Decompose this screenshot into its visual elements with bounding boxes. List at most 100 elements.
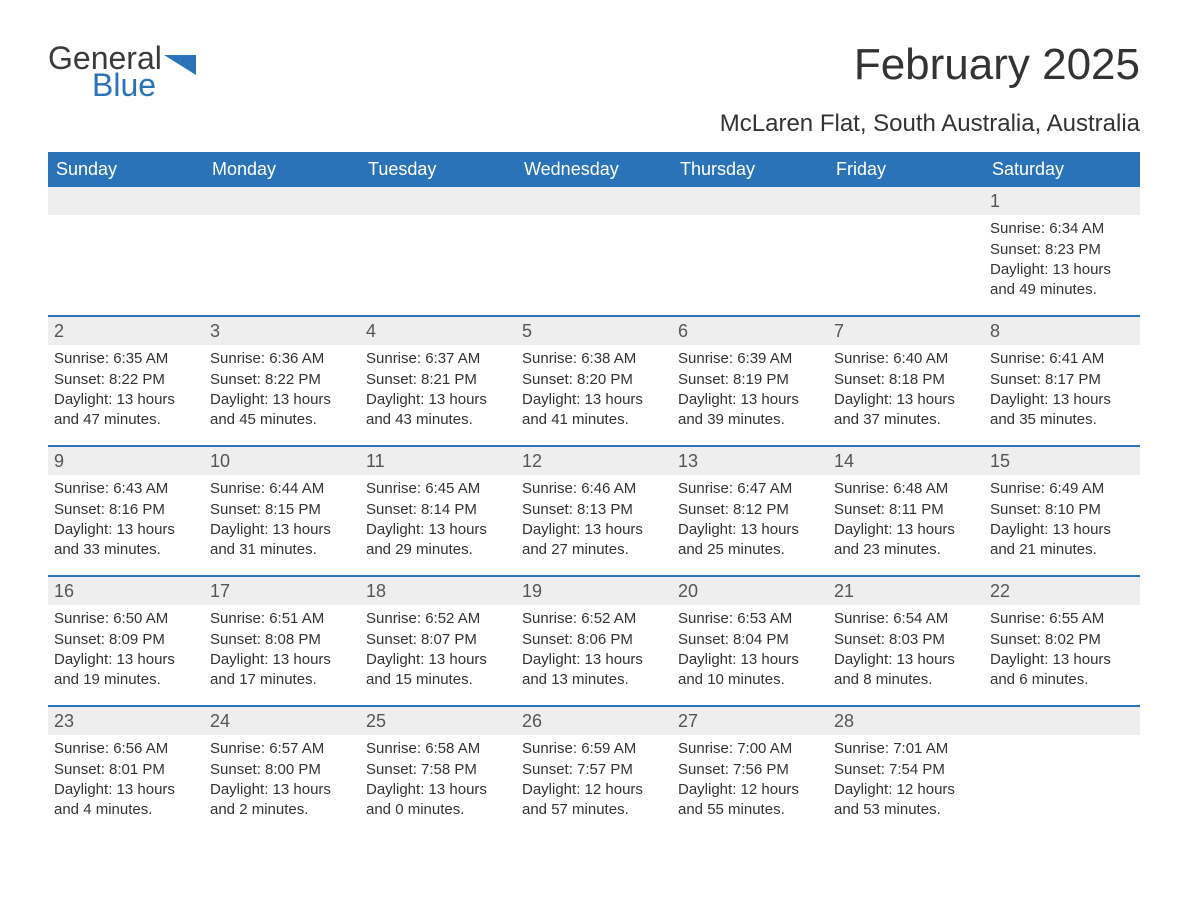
daylight-text: Daylight: 13 hours and 13 minutes. <box>522 650 666 691</box>
sunrise-text: Sunrise: 7:00 AM <box>678 739 822 759</box>
sunrise-text: Sunrise: 6:36 AM <box>210 349 354 369</box>
sunrise-text: Sunrise: 6:48 AM <box>834 479 978 499</box>
calendar-day: 19Sunrise: 6:52 AMSunset: 8:06 PMDayligh… <box>516 577 672 705</box>
sunrise-text: Sunrise: 6:39 AM <box>678 349 822 369</box>
sunrise-text: Sunrise: 6:54 AM <box>834 609 978 629</box>
calendar-day: 21Sunrise: 6:54 AMSunset: 8:03 PMDayligh… <box>828 577 984 705</box>
sunset-text: Sunset: 8:13 PM <box>522 500 666 520</box>
calendar-day: 8Sunrise: 6:41 AMSunset: 8:17 PMDaylight… <box>984 317 1140 445</box>
sunrise-text: Sunrise: 6:52 AM <box>522 609 666 629</box>
day-body: Sunrise: 6:57 AMSunset: 8:00 PMDaylight:… <box>204 735 360 828</box>
weekday-header: Thursday <box>672 152 828 187</box>
sunset-text: Sunset: 8:23 PM <box>990 240 1134 260</box>
header: General Blue February 2025 <box>48 40 1140 104</box>
weekday-header: Saturday <box>984 152 1140 187</box>
calendar-day: 17Sunrise: 6:51 AMSunset: 8:08 PMDayligh… <box>204 577 360 705</box>
daylight-text: Daylight: 13 hours and 23 minutes. <box>834 520 978 561</box>
calendar-day <box>516 187 672 315</box>
day-number: 12 <box>516 447 672 475</box>
calendar-week: 23Sunrise: 6:56 AMSunset: 8:01 PMDayligh… <box>48 705 1140 835</box>
sunrise-text: Sunrise: 6:50 AM <box>54 609 198 629</box>
sunset-text: Sunset: 8:22 PM <box>210 370 354 390</box>
calendar-week: 2Sunrise: 6:35 AMSunset: 8:22 PMDaylight… <box>48 315 1140 445</box>
daylight-text: Daylight: 13 hours and 37 minutes. <box>834 390 978 431</box>
day-number: 9 <box>48 447 204 475</box>
day-number: 15 <box>984 447 1140 475</box>
daylight-text: Daylight: 12 hours and 53 minutes. <box>834 780 978 821</box>
daylight-text: Daylight: 13 hours and 43 minutes. <box>366 390 510 431</box>
calendar-day: 3Sunrise: 6:36 AMSunset: 8:22 PMDaylight… <box>204 317 360 445</box>
daylight-text: Daylight: 13 hours and 2 minutes. <box>210 780 354 821</box>
sunset-text: Sunset: 7:56 PM <box>678 760 822 780</box>
sunrise-text: Sunrise: 6:46 AM <box>522 479 666 499</box>
weekday-header: Monday <box>204 152 360 187</box>
sunrise-text: Sunrise: 6:56 AM <box>54 739 198 759</box>
day-body: Sunrise: 6:41 AMSunset: 8:17 PMDaylight:… <box>984 345 1140 438</box>
daylight-text: Daylight: 13 hours and 10 minutes. <box>678 650 822 691</box>
day-number <box>984 707 1140 735</box>
sunset-text: Sunset: 8:00 PM <box>210 760 354 780</box>
sunrise-text: Sunrise: 7:01 AM <box>834 739 978 759</box>
day-number: 14 <box>828 447 984 475</box>
day-body: Sunrise: 6:37 AMSunset: 8:21 PMDaylight:… <box>360 345 516 438</box>
day-body: Sunrise: 6:54 AMSunset: 8:03 PMDaylight:… <box>828 605 984 698</box>
calendar-body: 1Sunrise: 6:34 AMSunset: 8:23 PMDaylight… <box>48 187 1140 835</box>
sunset-text: Sunset: 8:04 PM <box>678 630 822 650</box>
day-body: Sunrise: 6:36 AMSunset: 8:22 PMDaylight:… <box>204 345 360 438</box>
daylight-text: Daylight: 12 hours and 57 minutes. <box>522 780 666 821</box>
calendar-day: 22Sunrise: 6:55 AMSunset: 8:02 PMDayligh… <box>984 577 1140 705</box>
day-body: Sunrise: 6:34 AMSunset: 8:23 PMDaylight:… <box>984 215 1140 308</box>
sunrise-text: Sunrise: 6:51 AM <box>210 609 354 629</box>
sunset-text: Sunset: 8:12 PM <box>678 500 822 520</box>
calendar-day: 6Sunrise: 6:39 AMSunset: 8:19 PMDaylight… <box>672 317 828 445</box>
day-body: Sunrise: 6:47 AMSunset: 8:12 PMDaylight:… <box>672 475 828 568</box>
day-body: Sunrise: 6:53 AMSunset: 8:04 PMDaylight:… <box>672 605 828 698</box>
calendar: SundayMondayTuesdayWednesdayThursdayFrid… <box>48 152 1140 835</box>
day-number: 20 <box>672 577 828 605</box>
day-body: Sunrise: 6:45 AMSunset: 8:14 PMDaylight:… <box>360 475 516 568</box>
day-body: Sunrise: 6:49 AMSunset: 8:10 PMDaylight:… <box>984 475 1140 568</box>
daylight-text: Daylight: 13 hours and 15 minutes. <box>366 650 510 691</box>
calendar-week: 16 Sunrise: 6:50 AMSunset: 8:09 PM Dayligh… <box>48 575 1140 705</box>
sunset-text: Sunset: 8:11 PM <box>834 500 978 520</box>
weekday-header: Tuesday <box>360 152 516 187</box>
day-number <box>204 187 360 215</box>
sunrise-text: Sunrise: 6:43 AM <box>54 479 198 499</box>
daylight-text: Daylight: 13 hours and 8 minutes. <box>834 650 978 691</box>
calendar-day <box>984 707 1140 835</box>
day-number: 16 <box>48 577 204 605</box>
sunset-text: Sunset: 8:03 PM <box>834 630 978 650</box>
calendar-day: 16Sunrise: 6:50 AMSunset: 8:09 PMDayligh… <box>48 577 204 705</box>
sunrise-text: Sunrise: 6:45 AM <box>366 479 510 499</box>
day-number: 11 <box>360 447 516 475</box>
daylight-text: Daylight: 13 hours and 27 minutes. <box>522 520 666 561</box>
day-number <box>828 187 984 215</box>
sunset-text: Sunset: 8:09 PM <box>54 630 198 650</box>
day-body: Sunrise: 6:35 AMSunset: 8:22 PMDaylight:… <box>48 345 204 438</box>
daylight-text: Daylight: 13 hours and 25 minutes. <box>678 520 822 561</box>
daylight-text: Daylight: 13 hours and 6 minutes. <box>990 650 1134 691</box>
calendar-day: 27Sunrise: 7:00 AMSunset: 7:56 PMDayligh… <box>672 707 828 835</box>
sunset-text: Sunset: 8:19 PM <box>678 370 822 390</box>
sunset-text: Sunset: 8:16 PM <box>54 500 198 520</box>
calendar-day: 23Sunrise: 6:56 AMSunset: 8:01 PMDayligh… <box>48 707 204 835</box>
day-body: Sunrise: 6:43 AMSunset: 8:16 PMDaylight:… <box>48 475 204 568</box>
weekday-header: Friday <box>828 152 984 187</box>
sunrise-text: Sunrise: 6:59 AM <box>522 739 666 759</box>
weekday-header: Sunday <box>48 152 204 187</box>
day-number: 26 <box>516 707 672 735</box>
page-subtitle: McLaren Flat, South Australia, Australia <box>48 110 1140 138</box>
calendar-day: 25Sunrise: 6:58 AMSunset: 7:58 PMDayligh… <box>360 707 516 835</box>
daylight-text: Daylight: 13 hours and 29 minutes. <box>366 520 510 561</box>
calendar-day: 1Sunrise: 6:34 AMSunset: 8:23 PMDaylight… <box>984 187 1140 315</box>
sunset-text: Sunset: 8:07 PM <box>366 630 510 650</box>
sunrise-text: Sunrise: 6:38 AM <box>522 349 666 369</box>
weekday-header: Wednesday <box>516 152 672 187</box>
daylight-text: Daylight: 13 hours and 35 minutes. <box>990 390 1134 431</box>
calendar-day <box>828 187 984 315</box>
day-body: Sunrise: 6:51 AMSunset: 8:08 PMDaylight:… <box>204 605 360 698</box>
daylight-text: Daylight: 13 hours and 49 minutes. <box>990 260 1134 301</box>
calendar-day: 10Sunrise: 6:44 AMSunset: 8:15 PMDayligh… <box>204 447 360 575</box>
calendar-week: 1Sunrise: 6:34 AMSunset: 8:23 PMDaylight… <box>48 187 1140 315</box>
day-number: 28 <box>828 707 984 735</box>
